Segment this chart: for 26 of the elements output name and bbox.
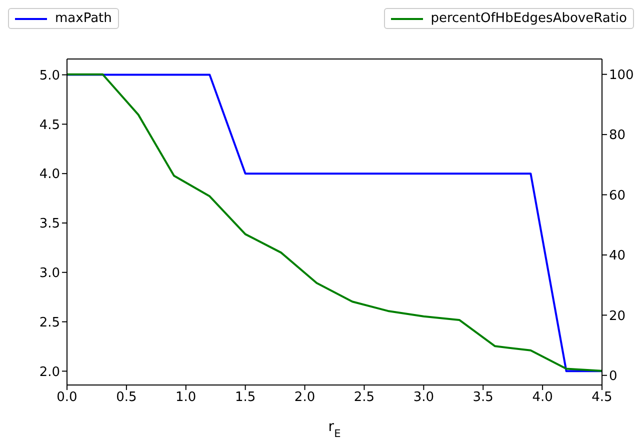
x-tick-label: 4.0 [532, 390, 553, 406]
y-tick-label: 2.5 [39, 315, 60, 330]
x-tick-label: 1.0 [176, 390, 196, 406]
x-axis-title: r$_{E}$ [328, 419, 341, 440]
y2-tick-label: 0 [609, 368, 618, 384]
y2-tick-label: 60 [609, 188, 626, 204]
legend-label: percentOfHbEdgesAboveRatio [430, 11, 627, 26]
x-tick-label: 4.5 [592, 390, 612, 406]
y-tick-label: 5.0 [39, 68, 60, 84]
y-tick-label: 3.5 [39, 216, 60, 232]
x-tick-label: 0.5 [116, 390, 137, 406]
y2-tick-label: 20 [609, 308, 626, 324]
y-tick-label: 2.0 [39, 364, 60, 380]
legend-label: maxPath [55, 11, 112, 26]
x-tick-label: 2.5 [354, 390, 375, 406]
x-tick-label: 1.5 [234, 390, 256, 406]
x-tick-label: 3.0 [413, 390, 434, 406]
y-tick-label: 3.0 [39, 266, 60, 281]
x-tick-label: 0.0 [56, 390, 78, 406]
y2-tick-label: 40 [609, 248, 626, 264]
y2-tick-label: 80 [609, 128, 626, 144]
y-tick-label: 4.0 [39, 167, 60, 182]
x-tick-label: 2.0 [294, 390, 316, 406]
y2-tick-label: 100 [609, 68, 634, 83]
x-tick-label: 3.5 [472, 390, 494, 406]
y-tick-label: 4.5 [39, 118, 60, 133]
